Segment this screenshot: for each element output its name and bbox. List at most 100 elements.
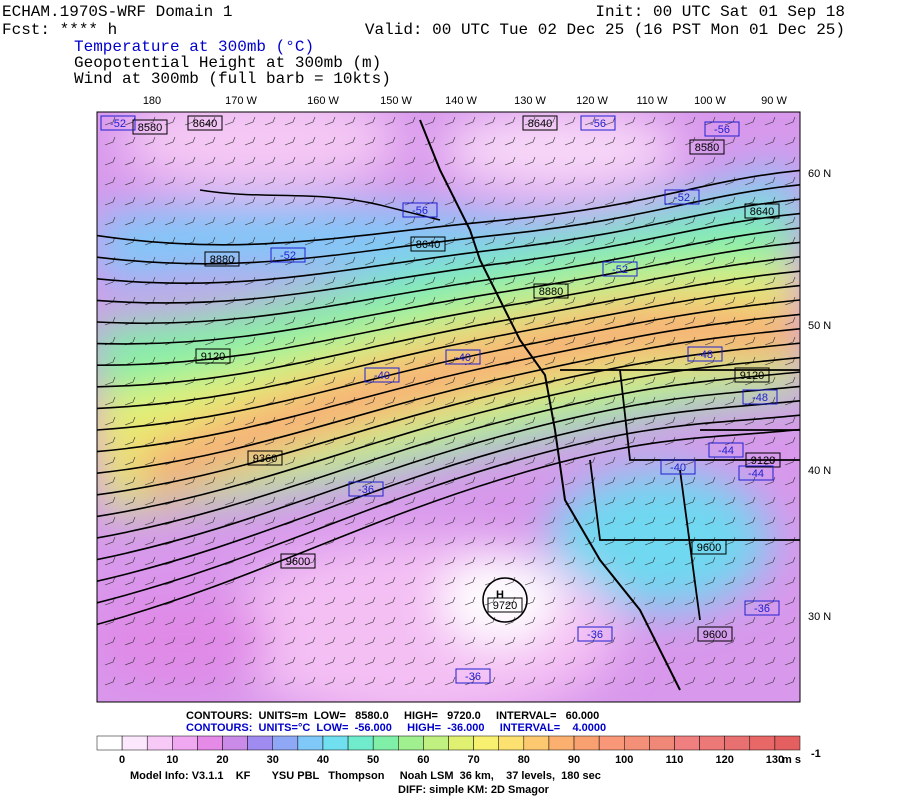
barb [604,236,616,246]
barb [684,476,696,486]
temperature-label-box [348,481,384,497]
barb [104,476,116,486]
temperature-label: -48 [752,392,768,404]
barb [524,516,536,526]
temperature-label-box [445,349,481,365]
barb [224,196,236,206]
barb [664,436,676,446]
barb [164,656,176,666]
barb [644,596,656,606]
barb [464,576,476,586]
barb [264,516,276,526]
barb [364,596,376,606]
barb [504,616,516,626]
barb [464,636,476,646]
barb [764,256,776,266]
barb [724,576,736,586]
barb [324,536,336,546]
barb [364,496,376,506]
barb [104,196,116,206]
barb [244,396,256,406]
barb [684,536,696,546]
temperature-label: -36 [587,629,603,641]
barb [404,396,416,406]
barb [264,336,276,346]
height-label: 9360 [253,453,277,465]
barb [344,176,356,186]
height-label: 8640 [193,118,217,130]
barb [364,136,376,146]
temperature-label-box [402,202,438,218]
colorbar-label: 30 [267,754,279,766]
barb [184,616,196,626]
barb [164,176,176,186]
barb [344,436,356,446]
barb [664,636,676,646]
barb [744,496,756,506]
barb [224,656,236,666]
barb [344,656,356,666]
barb [224,156,236,166]
barb [584,636,596,646]
barb [164,576,176,586]
barb [424,636,436,646]
barb [784,316,796,326]
barb [284,516,296,526]
barb [684,656,696,666]
colorbar-swatch [172,735,198,751]
barb [624,616,636,626]
contour-line [97,356,800,518]
barb [664,236,676,246]
barb [464,196,476,206]
barb [664,616,676,626]
barb [404,196,416,206]
barb [564,436,576,446]
barb [384,636,396,646]
barb [264,476,276,486]
barb [484,156,496,166]
barb [684,316,696,326]
barb [384,316,396,326]
temperature-label: -36 [465,671,481,683]
barb [524,556,536,566]
barb [404,296,416,306]
temperature-label: -48 [697,349,713,361]
barb [544,116,556,126]
barb [684,456,696,466]
temperature-label-box [602,261,638,277]
barb [504,536,516,546]
barb [504,636,516,646]
barb [464,436,476,446]
barb [384,236,396,246]
barb [524,176,536,186]
barb [464,156,476,166]
barb [524,116,536,126]
barb [464,336,476,346]
barb [644,176,656,186]
contour-line [97,284,800,410]
barb [304,416,316,426]
barb [124,516,136,526]
barb [484,176,496,186]
barb [224,476,236,486]
barb [644,476,656,486]
barb [764,276,776,286]
barb [524,576,536,586]
barb [744,656,756,666]
barb [484,456,496,466]
barb [424,656,436,666]
contour-line [97,184,800,265]
barb [404,156,416,166]
barb [624,116,636,126]
barb [524,216,536,226]
barb [744,516,756,526]
temperature-label-box [744,600,780,616]
barb [124,596,136,606]
barb [624,336,636,346]
barb [104,376,116,386]
barb [764,416,776,426]
barb [244,136,256,146]
coastline [419,119,681,691]
barb [264,616,276,626]
barb [744,296,756,306]
